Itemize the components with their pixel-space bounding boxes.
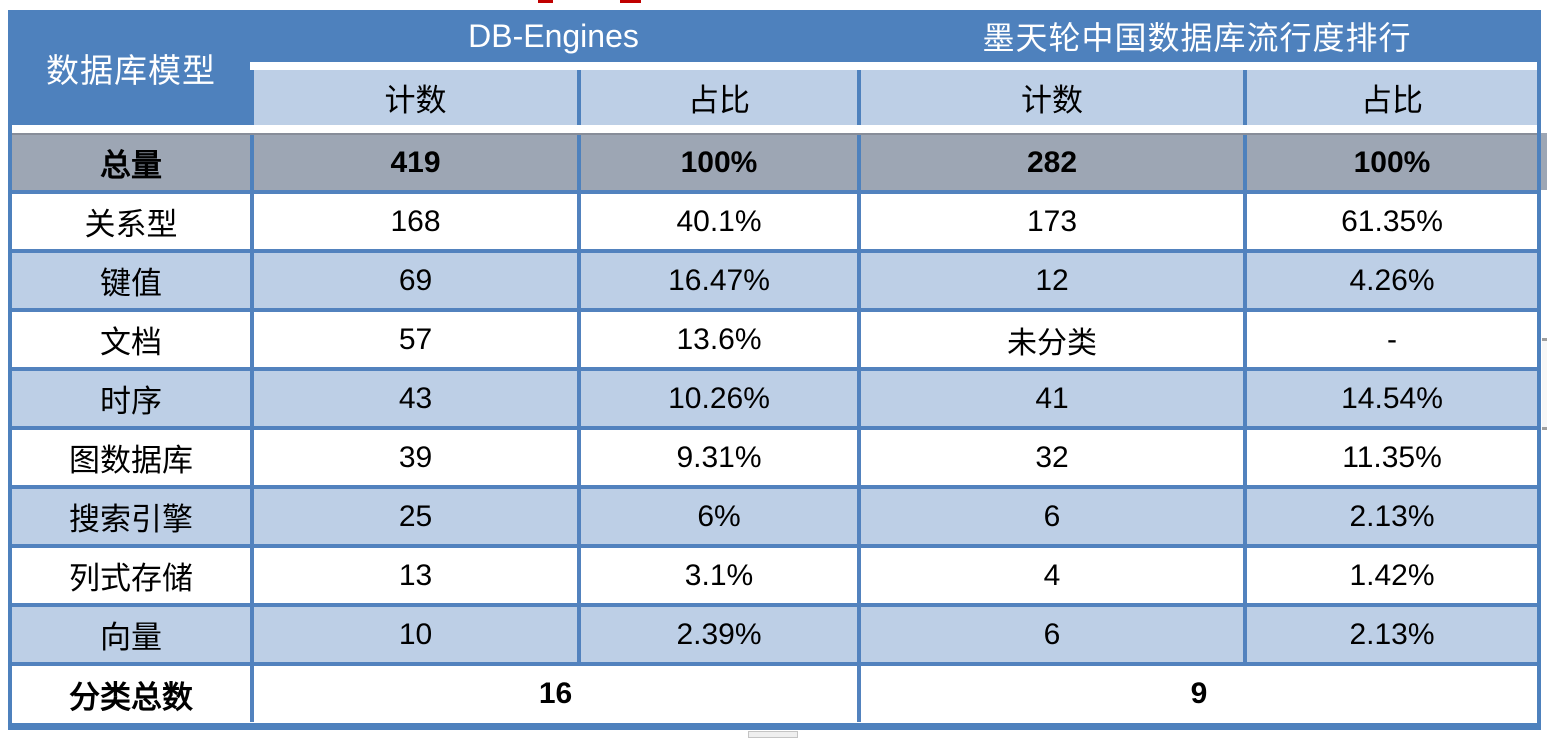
cell-value: 4 bbox=[857, 548, 1243, 603]
row-label: 关系型 bbox=[84, 207, 178, 242]
table-row: 向量 10 2.39% 6 2.13% bbox=[12, 603, 1537, 662]
row-label: 分类总数 bbox=[69, 679, 193, 715]
row-label: 向量 bbox=[100, 620, 162, 655]
cropped-red-text-artifact bbox=[620, 0, 641, 3]
cell-value-merged: 9 bbox=[857, 666, 1537, 722]
row-label: 总量 bbox=[100, 148, 162, 183]
cell-value: 4.26% bbox=[1243, 253, 1537, 308]
column-group-modb: 墨天轮中国数据库流行度排行 bbox=[982, 20, 1412, 56]
row-label: 列式存储 bbox=[69, 561, 193, 596]
cell-value: 13.6% bbox=[577, 312, 857, 367]
cell-value: 1.42% bbox=[1243, 548, 1537, 603]
header-gap bbox=[250, 62, 1537, 70]
cell-value: 69 bbox=[250, 253, 577, 308]
column-group-band: DB-Engines 墨天轮中国数据库流行度排行 bbox=[250, 10, 1537, 62]
sub-header-band: 计数 占比 计数 占比 bbox=[250, 70, 1537, 125]
cell-value: 57 bbox=[250, 312, 577, 367]
sub-header-count-2: 计数 bbox=[857, 70, 1243, 125]
cell-value: 12 bbox=[857, 253, 1243, 308]
cell-value: 282 bbox=[857, 135, 1243, 190]
row-label: 图数据库 bbox=[69, 443, 193, 478]
header-right-section: DB-Engines 墨天轮中国数据库流行度排行 计数 占比 计数 占比 bbox=[250, 10, 1537, 125]
cropped-red-text-artifact bbox=[538, 0, 553, 3]
cell-value: 10.26% bbox=[577, 371, 857, 426]
table-row: 列式存储 13 3.1% 4 1.42% bbox=[12, 544, 1537, 603]
table-row: 文档 57 13.6% 未分类 - bbox=[12, 308, 1537, 367]
row-label: 搜索引擎 bbox=[69, 502, 193, 537]
cell-value: 3.1% bbox=[577, 548, 857, 603]
cell-value: 43 bbox=[250, 371, 577, 426]
gray-row-bleed-artifact bbox=[1541, 133, 1547, 190]
sub-header-count-1: 计数 bbox=[250, 70, 577, 125]
cell-value-merged: 16 bbox=[250, 666, 857, 722]
cell-value: 2.13% bbox=[1243, 489, 1537, 544]
cell-value: 6% bbox=[577, 489, 857, 544]
horizontal-scrollbar-thumb[interactable] bbox=[748, 731, 798, 738]
cell-value: 168 bbox=[250, 194, 577, 249]
header-body-gap bbox=[12, 125, 1537, 133]
cell-value: 6 bbox=[857, 607, 1243, 662]
total-row: 总量 419 100% 282 100% bbox=[12, 133, 1537, 190]
cell-value: 14.54% bbox=[1243, 371, 1537, 426]
table-row: 图数据库 39 9.31% 32 11.35% bbox=[12, 426, 1537, 485]
table-row: 键值 69 16.47% 12 4.26% bbox=[12, 249, 1537, 308]
cell-value: 2.13% bbox=[1243, 607, 1537, 662]
cell-value: 100% bbox=[1243, 135, 1537, 190]
cell-value: 39 bbox=[250, 430, 577, 485]
cell-value: 32 bbox=[857, 430, 1243, 485]
cell-value: - bbox=[1243, 312, 1537, 367]
sub-header-share-1: 占比 bbox=[577, 70, 857, 125]
vertical-scrollbar-thumb[interactable] bbox=[1542, 338, 1547, 430]
cell-value: 173 bbox=[857, 194, 1243, 249]
cell-value: 13 bbox=[250, 548, 577, 603]
cell-value: 61.35% bbox=[1243, 194, 1537, 249]
table-row: 关系型 168 40.1% 173 61.35% bbox=[12, 190, 1537, 249]
cell-value: 16.47% bbox=[577, 253, 857, 308]
table-row: 时序 43 10.26% 41 14.54% bbox=[12, 367, 1537, 426]
cell-value: 未分类 bbox=[857, 312, 1243, 367]
cell-value: 25 bbox=[250, 489, 577, 544]
database-model-comparison-table: 数据库模型 DB-Engines 墨天轮中国数据库流行度排行 计数 占比 计数 … bbox=[8, 10, 1541, 730]
row-label: 键值 bbox=[100, 266, 162, 301]
column-group-db-engines: DB-Engines bbox=[468, 17, 639, 54]
cell-value: 40.1% bbox=[577, 194, 857, 249]
cell-value: 9.31% bbox=[577, 430, 857, 485]
table-header: 数据库模型 DB-Engines 墨天轮中国数据库流行度排行 计数 占比 计数 … bbox=[12, 10, 1537, 125]
row-label: 时序 bbox=[100, 384, 162, 419]
sub-header-share-2: 占比 bbox=[1243, 70, 1537, 125]
table-row: 搜索引擎 25 6% 6 2.13% bbox=[12, 485, 1537, 544]
cell-value: 11.35% bbox=[1243, 430, 1537, 485]
footer-row: 分类总数 16 9 bbox=[12, 662, 1537, 722]
cell-value: 100% bbox=[577, 135, 857, 190]
cell-value: 6 bbox=[857, 489, 1243, 544]
cell-value: 419 bbox=[250, 135, 577, 190]
table-body: 关系型 168 40.1% 173 61.35% 键值 69 16.47% 12 4.26% 文档 5… bbox=[12, 190, 1537, 662]
corner-header-cell: 数据库模型 bbox=[12, 10, 250, 125]
cell-value: 2.39% bbox=[577, 607, 857, 662]
cell-value: 41 bbox=[857, 371, 1243, 426]
row-label: 文档 bbox=[100, 325, 162, 360]
cell-value: 10 bbox=[250, 607, 577, 662]
